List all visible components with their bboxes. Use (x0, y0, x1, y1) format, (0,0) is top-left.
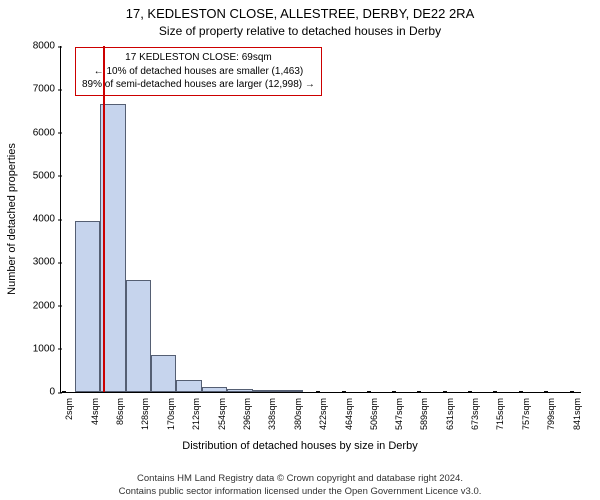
x-tick: 506sqm (367, 392, 379, 430)
x-tick: 589sqm (417, 392, 429, 430)
y-axis-label: Number of detached properties (6, 143, 18, 295)
x-tick: 44sqm (88, 392, 100, 425)
y-tick: 6000 (33, 127, 61, 138)
x-tick: 86sqm (113, 392, 125, 425)
y-tick: 2000 (33, 300, 61, 311)
x-tick: 715sqm (493, 392, 505, 430)
x-tick: 380sqm (291, 392, 303, 430)
y-tick: 5000 (33, 170, 61, 181)
chart-title: 17, KEDLESTON CLOSE, ALLESTREE, DERBY, D… (0, 6, 600, 21)
footer-line-1: Contains HM Land Registry data © Crown c… (0, 473, 600, 484)
x-tick: 212sqm (189, 392, 201, 430)
chart-subtitle: Size of property relative to detached ho… (0, 24, 600, 38)
x-tick: 757sqm (519, 392, 531, 430)
plot-area: 0100020003000400050006000700080002sqm44s… (60, 46, 581, 393)
x-tick: 422sqm (316, 392, 328, 430)
x-tick: 841sqm (570, 392, 582, 430)
x-tick: 2sqm (62, 392, 74, 420)
y-tick: 4000 (33, 214, 61, 225)
y-tick: 8000 (33, 41, 61, 52)
x-tick: 631sqm (443, 392, 455, 430)
histogram-bar (202, 387, 227, 392)
x-tick: 673sqm (468, 392, 480, 430)
histogram-bar (75, 221, 100, 392)
x-tick: 464sqm (342, 392, 354, 430)
chart-container: 17, KEDLESTON CLOSE, ALLESTREE, DERBY, D… (0, 0, 600, 500)
x-tick: 170sqm (164, 392, 176, 430)
x-tick: 128sqm (138, 392, 150, 430)
histogram-bar (278, 390, 303, 392)
histogram-bar (126, 280, 151, 392)
histogram-bar (253, 390, 278, 392)
x-tick: 254sqm (215, 392, 227, 430)
y-tick: 3000 (33, 257, 61, 268)
footer-line-2: Contains public sector information licen… (0, 486, 600, 497)
property-marker-line (103, 46, 105, 392)
histogram-bar (227, 389, 252, 392)
x-tick: 338sqm (265, 392, 277, 430)
histogram-bar (176, 380, 201, 392)
histogram-bar (151, 355, 176, 392)
x-tick: 547sqm (392, 392, 404, 430)
y-tick: 0 (49, 387, 61, 398)
x-axis-label: Distribution of detached houses by size … (0, 440, 600, 452)
y-tick: 1000 (33, 343, 61, 354)
x-tick: 799sqm (544, 392, 556, 430)
y-tick: 7000 (33, 84, 61, 95)
x-tick: 296sqm (240, 392, 252, 430)
